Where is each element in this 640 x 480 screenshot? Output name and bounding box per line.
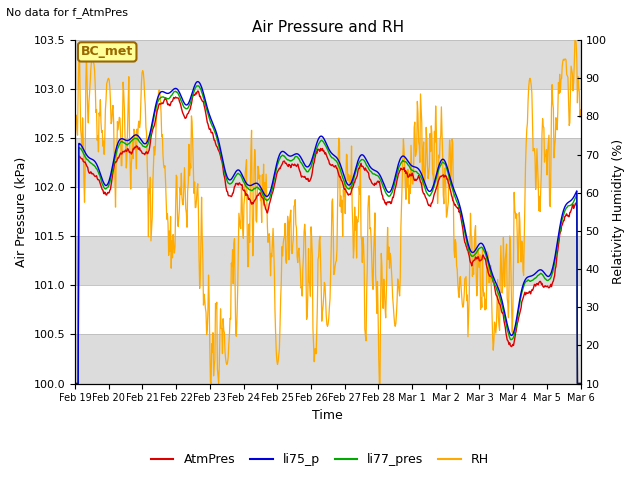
Legend: AtmPres, li75_p, li77_pres, RH: AtmPres, li75_p, li77_pres, RH <box>146 448 494 471</box>
Y-axis label: Relativity Humidity (%): Relativity Humidity (%) <box>612 139 625 284</box>
Text: No data for f_AtmPres: No data for f_AtmPres <box>6 7 129 18</box>
Text: BC_met: BC_met <box>81 46 133 59</box>
Bar <box>75 236 580 286</box>
X-axis label: Time: Time <box>312 409 343 422</box>
Title: Air Pressure and RH: Air Pressure and RH <box>252 20 404 35</box>
Bar <box>75 138 580 187</box>
Bar <box>75 335 580 384</box>
Y-axis label: Air Pressure (kPa): Air Pressure (kPa) <box>15 156 28 267</box>
Bar <box>75 40 580 89</box>
